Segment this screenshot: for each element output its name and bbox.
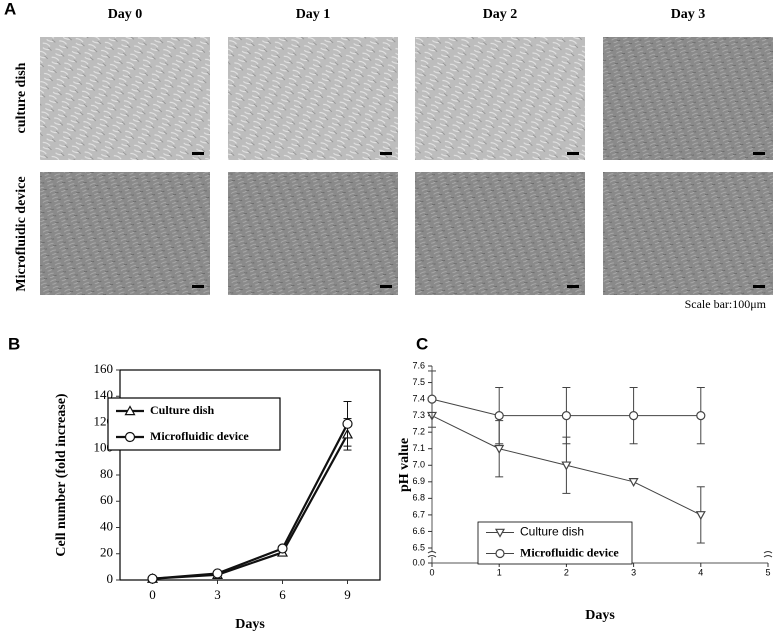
chart: C 6.5 6.6 6.7 6.8 6.9 7.0 7.1 7.2 7.3 7.4 7.5 7.6 0.0… (397, 334, 773, 623)
legend-box (107, 397, 281, 451)
row-label: Microfluidic device (14, 176, 29, 291)
axis-break (428, 552, 436, 557)
x-axis-title: Days (235, 617, 265, 632)
micrograph (40, 37, 210, 160)
y-tick-label: 6.8 (412, 493, 425, 503)
marker (342, 418, 353, 429)
panel-label: B (8, 334, 20, 353)
micrograph (603, 37, 773, 160)
y-tick-label: 7.5 (412, 377, 425, 387)
marker (124, 405, 136, 416)
marker (494, 444, 505, 454)
column-header: Day 3 (671, 7, 706, 22)
y-tick-label: 20 (100, 545, 113, 560)
x-tick-label: 1 (497, 567, 502, 577)
y-tick-label: 6.6 (412, 526, 425, 536)
legend-label: Microfluidic device (150, 429, 249, 443)
micrograph (228, 37, 398, 160)
marker (147, 573, 158, 584)
marker (696, 411, 706, 421)
micrograph (415, 172, 585, 295)
micrograph (603, 172, 773, 295)
marker (494, 528, 506, 538)
series-line (152, 433, 349, 580)
x-tick-label: 3 (631, 567, 636, 577)
column-header: Day 2 (483, 7, 518, 22)
y-tick-label: 40 (100, 518, 113, 533)
marker (212, 568, 223, 579)
y-tick-label: 60 (100, 492, 113, 507)
x-tick-label: 0 (149, 587, 156, 602)
marker (695, 511, 706, 521)
y-tick-label: 7.3 (412, 410, 425, 420)
y-tick-label: 7.4 (412, 393, 425, 403)
x-tick-label: 4 (698, 567, 703, 577)
marker (561, 461, 572, 471)
y-tick-label: 0 (107, 571, 114, 586)
marker (277, 543, 288, 554)
x-tick-label: 3 (214, 587, 221, 602)
y-tick-label: 7.0 (412, 460, 425, 470)
y-tick-label: 6.9 (412, 476, 425, 486)
x-tick-label: 9 (344, 587, 351, 602)
axis-break (764, 552, 772, 557)
y-tick-label: 160 (94, 361, 114, 376)
scale-bar-note: Scale bar:100μm (685, 297, 767, 311)
x-tick-label: 6 (279, 587, 286, 602)
series-line (152, 423, 349, 580)
column-header: Day 1 (296, 7, 331, 22)
row-label: culture dish (14, 62, 29, 133)
legend-label: Microfluidic device (520, 545, 619, 559)
marker (495, 548, 505, 559)
y-tick-label: 6.5 (412, 542, 425, 552)
y-tick-label: 7.2 (412, 427, 425, 437)
marker (124, 431, 136, 443)
marker (494, 411, 504, 421)
marker (561, 411, 572, 421)
y-tick-label: 80 (100, 466, 113, 481)
legend-label: Culture dish (520, 525, 584, 539)
y-tick-label: 7.6 (412, 360, 425, 370)
column-header: Day 0 (108, 7, 143, 22)
x-tick-label: 2 (564, 567, 569, 577)
x-tick-label: 5 (765, 567, 770, 577)
axis-break (427, 551, 437, 558)
micrograph (415, 37, 585, 160)
marker (628, 411, 639, 421)
y-tick-label: 0.0 (412, 557, 425, 567)
panel-label: C (416, 334, 428, 353)
y-axis-title: pH value (397, 438, 412, 492)
legend-label: Culture dish (150, 403, 214, 417)
micrograph (40, 172, 210, 295)
marker (628, 478, 639, 488)
y-axis-title: Cell number (fold increase) (54, 393, 69, 557)
axis-break (763, 551, 773, 558)
micrographs (40, 37, 773, 295)
marker (427, 394, 437, 404)
panel-label: A (4, 0, 16, 18)
micrograph (228, 172, 398, 295)
y-tick-label: 7.1 (412, 443, 425, 453)
x-tick-label: 0 (429, 567, 434, 577)
x-axis-title: Days (585, 608, 615, 623)
y-tick-label: 6.7 (412, 509, 425, 519)
scale-bars (192, 152, 765, 288)
